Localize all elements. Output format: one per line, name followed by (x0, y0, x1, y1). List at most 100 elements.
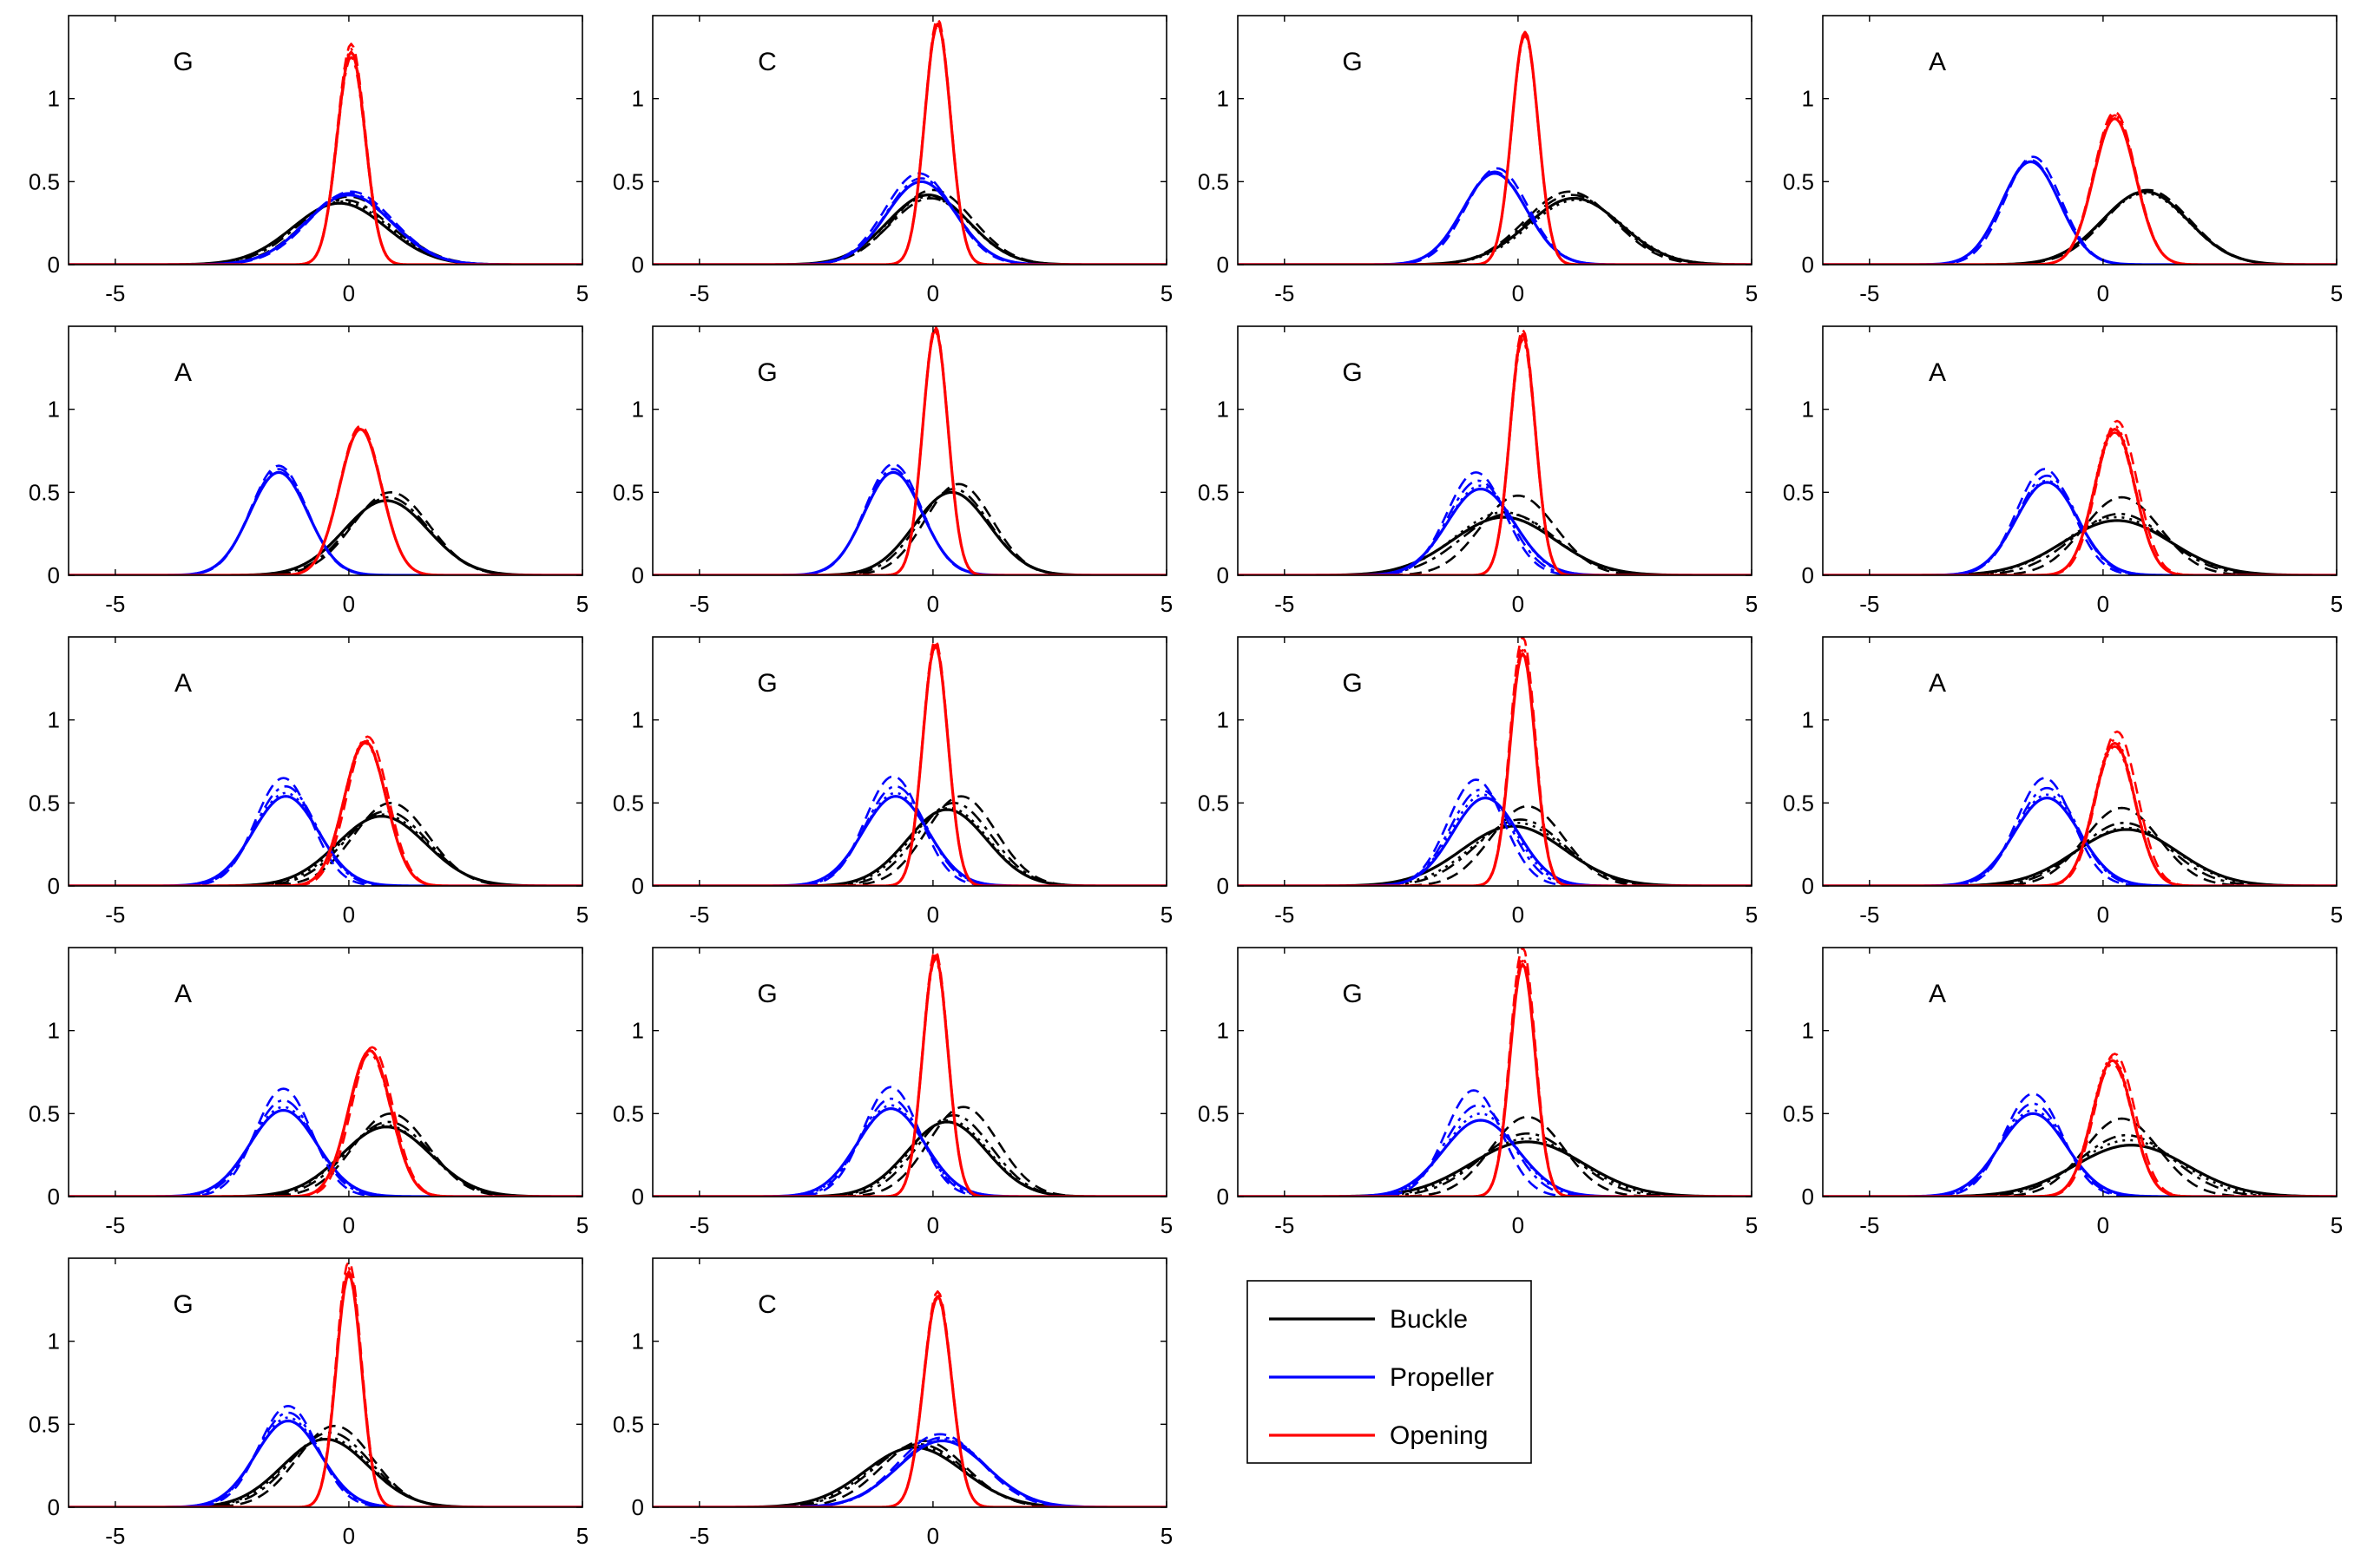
buckle-dashdot-curve (653, 802, 1167, 886)
axes-frame (1822, 947, 2338, 1197)
buckle-solid-curve (1823, 1144, 2337, 1197)
y-tick-label: 0.5 (29, 168, 60, 194)
opening-dotted-curve (69, 738, 582, 886)
propeller-dashdot-curve (1238, 170, 1752, 265)
x-tick-label: -5 (1859, 1212, 1879, 1238)
y-tick-label: 1 (1217, 1018, 1229, 1044)
opening-dashed-curve (653, 17, 1167, 265)
panel-label: G (1342, 980, 1362, 1008)
propeller-dashed-curve (653, 1086, 1167, 1197)
axes-frame (652, 636, 1167, 887)
opening-solid-curve (1238, 652, 1752, 886)
propeller-dashed-curve (69, 777, 582, 886)
panel-label: G (757, 358, 777, 387)
axes-frame (1237, 947, 1752, 1197)
x-tick-label: 5 (1161, 902, 1173, 928)
propeller-solid-curve (653, 180, 1167, 265)
x-tick-label: 5 (1746, 280, 1758, 306)
buckle-dashed-curve (1238, 494, 1752, 575)
x-tick-label: -5 (1859, 280, 1879, 306)
opening-dotted-curve (653, 1293, 1167, 1507)
x-tick-label: 5 (1746, 1212, 1758, 1238)
x-tick-label: -5 (105, 1212, 125, 1238)
legend-box (1246, 1280, 1532, 1464)
y-tick-label: 1 (632, 707, 644, 733)
propeller-dotted-curve (1238, 793, 1752, 886)
subplot-18: -5 0 5 0 0.5 1 C (613, 1257, 1173, 1549)
panel-label: G (173, 48, 193, 76)
opening-dashed-curve (1823, 1053, 2337, 1197)
buckle-dotted-curve (69, 813, 582, 886)
y-tick-label: 0.5 (1198, 790, 1229, 816)
y-tick-label: 1 (48, 1018, 60, 1044)
propeller-dashed-curve (1238, 471, 1752, 575)
propeller-solid-curve (69, 795, 582, 886)
opening-solid-curve (69, 428, 582, 575)
y-tick-label: 1 (48, 86, 60, 112)
subplot-15: -5 0 5 0 0.5 1 G (1198, 947, 1758, 1238)
x-tick-label: 0 (2097, 280, 2109, 306)
y-tick-label: 1 (48, 707, 60, 733)
propeller-dashdot-curve (1823, 1102, 2337, 1197)
curves (69, 735, 582, 886)
buckle-solid-curve (653, 808, 1167, 886)
buckle-dashdot-curve (1238, 1132, 1752, 1197)
y-tick-label: 1 (1802, 397, 1814, 423)
x-tick-label: 5 (2331, 902, 2343, 928)
panel-label: G (1342, 48, 1362, 76)
x-tick-label: 0 (343, 1212, 355, 1238)
propeller-dotted-curve (1238, 172, 1752, 265)
opening-solid-curve (69, 1049, 582, 1197)
y-tick-label: 0.5 (1198, 479, 1229, 505)
buckle-dotted-curve (1238, 1137, 1752, 1197)
x-tick-label: -5 (689, 902, 709, 928)
y-tick-label: 0 (1802, 562, 1814, 588)
y-tick-label: 0.5 (1783, 1100, 1814, 1126)
x-tick-label: -5 (1274, 591, 1294, 617)
buckle-dashed-curve (69, 491, 582, 575)
propeller-dashdot-curve (1823, 474, 2337, 575)
panel-label: A (1929, 669, 1946, 698)
axes-frame (68, 636, 583, 887)
panel-label: G (1342, 358, 1362, 387)
propeller-dotted-curve (1823, 161, 2337, 265)
buckle-dashed-curve (1238, 1115, 1752, 1197)
curves (1823, 1053, 2337, 1197)
opening-solid-curve (1823, 741, 2337, 886)
propeller-dotted-curve (653, 791, 1167, 886)
buckle-dashdot-curve (653, 488, 1167, 575)
curves (653, 1289, 1167, 1507)
subplot-2: -5 0 5 0 0.5 1 C (613, 15, 1173, 306)
buckle-dotted-curve (1823, 515, 2337, 575)
subplot-11: -5 0 5 0 0.5 1 G (1198, 636, 1758, 928)
x-tick-label: -5 (689, 1212, 709, 1238)
panel-label: C (758, 1290, 777, 1319)
x-tick-label: -5 (1859, 902, 1879, 928)
buckle-dashdot-curve (1823, 190, 2337, 265)
opening-dashed-curve (69, 1046, 582, 1197)
axes-frame (652, 15, 1167, 266)
y-tick-label: 0 (632, 1494, 644, 1520)
x-tick-label: 0 (1512, 902, 1524, 928)
curves (1823, 730, 2337, 886)
x-tick-label: -5 (105, 902, 125, 928)
legend: Buckle Propeller Opening (1246, 1280, 1532, 1464)
propeller-dotted-curve (69, 791, 582, 886)
opening-dotted-curve (653, 642, 1167, 886)
subplot-7: -5 0 5 0 0.5 1 G (1198, 325, 1758, 617)
x-tick-label: -5 (1274, 1212, 1294, 1238)
axes-frame (652, 947, 1167, 1197)
propeller-dashdot-curve (1238, 479, 1752, 575)
subplot-1: -5 0 5 0 0.5 1 G (29, 15, 588, 306)
x-tick-label: 0 (927, 591, 939, 617)
x-tick-label: 5 (576, 1212, 588, 1238)
y-tick-label: 1 (1802, 86, 1814, 112)
opening-dashdot-curve (69, 428, 582, 575)
propeller-dotted-curve (69, 471, 582, 575)
x-tick-label: 0 (343, 280, 355, 306)
x-tick-label: 5 (1161, 1523, 1173, 1549)
x-tick-label: 5 (1161, 591, 1173, 617)
axes-frame (652, 1257, 1167, 1508)
opening-dashdot-curve (653, 330, 1167, 575)
curves (1823, 419, 2337, 575)
